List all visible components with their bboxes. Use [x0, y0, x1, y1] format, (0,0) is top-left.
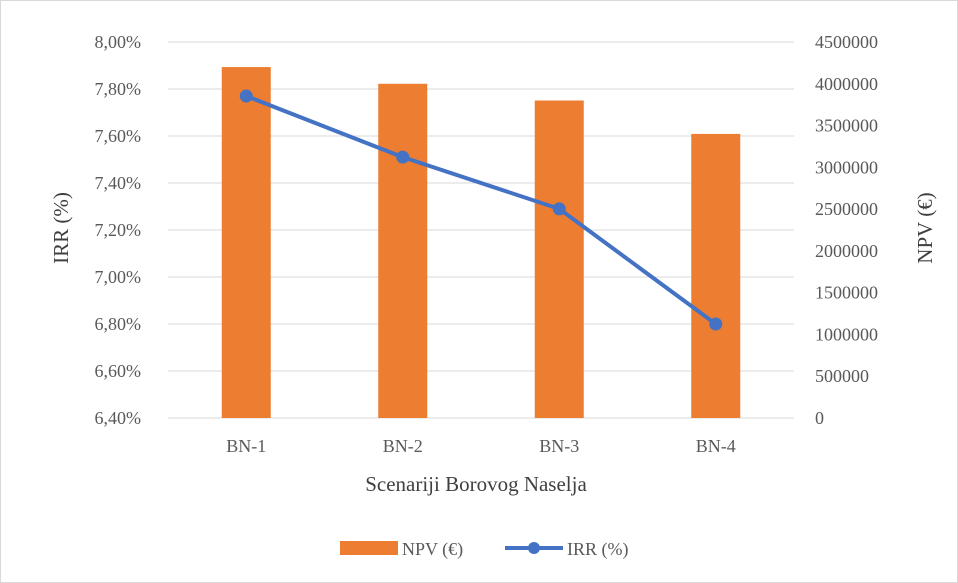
right-tick-label: 2000000	[815, 241, 878, 261]
right-tick-label: 1000000	[815, 324, 878, 344]
right-axis-title: NPV (€)	[913, 192, 937, 263]
right-axis-ticks: 0 500000 1000000 1500000 2000000 2500000 30000…	[815, 32, 878, 428]
left-axis-ticks: 6,40% 6,60% 6,80% 7,00% 7,20% 7,40% 7,60% 7,80%…	[95, 32, 142, 428]
category-label: BN-4	[696, 436, 736, 456]
npv-bar	[691, 133, 741, 418]
left-tick-label: 7,60%	[95, 126, 142, 146]
left-tick-label: 7,80%	[95, 79, 142, 99]
npv-bars	[221, 67, 741, 419]
npv-bar	[221, 67, 271, 419]
right-tick-label: 500000	[815, 366, 869, 386]
x-axis-title: Scenariji Borovog Naselja	[365, 472, 587, 496]
legend-label-npv: NPV (€)	[402, 539, 463, 560]
category-label: BN-3	[539, 436, 579, 456]
left-tick-label: 7,20%	[95, 220, 142, 240]
irr-point	[552, 202, 566, 216]
irr-point	[396, 150, 410, 164]
npv-bar	[534, 100, 584, 418]
right-tick-label: 4000000	[815, 74, 878, 94]
irr-line	[244, 94, 718, 326]
left-axis-title: IRR (%)	[49, 192, 73, 264]
right-tick-label: 0	[815, 408, 824, 428]
legend-swatch-npv	[340, 541, 398, 555]
left-tick-label: 6,80%	[95, 314, 142, 334]
left-tick-label: 6,60%	[95, 361, 142, 381]
right-tick-label: 3500000	[815, 116, 878, 136]
irr-point	[709, 317, 723, 331]
left-tick-label: 7,40%	[95, 173, 142, 193]
category-axis-ticks: BN-1 BN-2 BN-3 BN-4	[226, 436, 736, 456]
category-label: BN-1	[226, 436, 266, 456]
right-tick-label: 4500000	[815, 32, 878, 52]
legend-label-irr: IRR (%)	[567, 539, 629, 560]
irr-point	[239, 89, 253, 103]
right-tick-label: 1500000	[815, 283, 878, 303]
npv-bar	[378, 83, 428, 419]
irr-line-series	[239, 89, 723, 331]
category-label: BN-2	[383, 436, 423, 456]
left-tick-label: 7,00%	[95, 267, 142, 287]
right-tick-label: 3000000	[815, 157, 878, 177]
left-tick-label: 8,00%	[95, 32, 142, 52]
legend-marker-irr	[528, 542, 540, 554]
legend: NPV (€) IRR (%)	[340, 539, 629, 560]
left-tick-label: 6,40%	[95, 408, 142, 428]
right-tick-label: 2500000	[815, 199, 878, 219]
